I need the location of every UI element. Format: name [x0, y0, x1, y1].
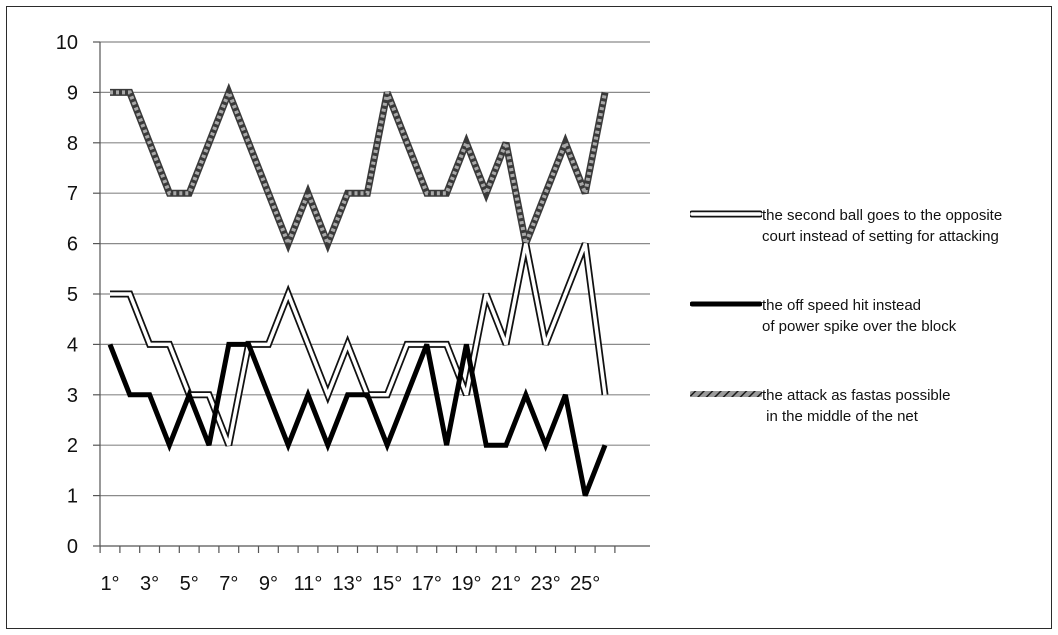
legend-label-line: the off speed hit instead [762, 297, 922, 314]
axes [93, 41, 650, 553]
x-tick-label: 11° [294, 573, 323, 595]
y-tick-label: 2 [67, 435, 78, 457]
y-tick-label: 10 [56, 32, 78, 54]
y-tick-label: 3 [67, 385, 78, 407]
gridlines [100, 41, 650, 497]
series-line-hatch [110, 86, 607, 250]
y-tick-label: 0 [67, 536, 78, 558]
x-tick-label: 19° [451, 573, 481, 595]
legend-item-off-speed-hit: the off speed hit instead of power spike… [690, 295, 956, 337]
series-line-0 [110, 242, 609, 447]
x-tick-label: 9° [259, 573, 278, 595]
y-tick-label: 8 [67, 133, 78, 155]
series-line-stroke [107, 341, 608, 497]
y-tick-label: 4 [67, 334, 78, 356]
legend-swatch-fast-attack [690, 391, 762, 397]
y-tick-label: 9 [67, 82, 78, 104]
x-tick-label: 1° [100, 573, 119, 595]
series-line-1 [107, 341, 608, 497]
legend-label-second-ball: the second ball goes to the opposite cou… [762, 205, 1002, 247]
legend-label-line: the attack as fastas possible [762, 387, 951, 404]
series-line-2 [110, 82, 609, 254]
tick-labels: 0 1 2 3 4 5 6 7 8 9 10 1° 3° 5° 7° 9° 11° 13° 15° 17° 19° 21°… [56, 32, 601, 595]
series-line-border [110, 82, 609, 254]
x-tick-label: 21° [491, 573, 521, 595]
legend-label-off-speed-hit: the off speed hit instead of power spike… [762, 295, 956, 337]
y-tick-label: 1 [67, 486, 78, 508]
x-tick-label: 25° [570, 573, 600, 595]
legend-item-second-ball: the second ball goes to the opposite cou… [690, 205, 1002, 247]
y-tick-label: 6 [67, 234, 78, 256]
legend-label-line: court instead of setting for attacking [762, 228, 999, 245]
chart-frame [6, 6, 1052, 629]
legend-label-line: the second ball goes to the opposite [762, 207, 1003, 224]
x-tick-label: 3° [140, 573, 159, 595]
x-tick-label: 23° [530, 573, 560, 595]
legend-label-fast-attack: the attack as fastas possible in the mid… [762, 385, 950, 427]
series-line-inner [110, 242, 607, 446]
series-lines [107, 82, 609, 497]
x-tick-label: 15° [372, 573, 402, 595]
y-tick-label: 5 [67, 284, 78, 306]
x-tick-label: 17° [412, 573, 442, 595]
legend-swatch-second-ball [690, 210, 762, 218]
x-tick-label: 5° [180, 573, 199, 595]
x-tick-label: 13° [332, 573, 362, 595]
x-tick-label: 7° [219, 573, 238, 595]
legend-label-line: in the middle of the net [762, 408, 918, 425]
y-tick-label: 7 [67, 183, 78, 205]
legend-label-line: of power spike over the block [762, 318, 957, 335]
legend-item-fast-attack: the attack as fastas possible in the mid… [690, 385, 950, 427]
legend-swatch-off-speed-hit [690, 301, 762, 307]
